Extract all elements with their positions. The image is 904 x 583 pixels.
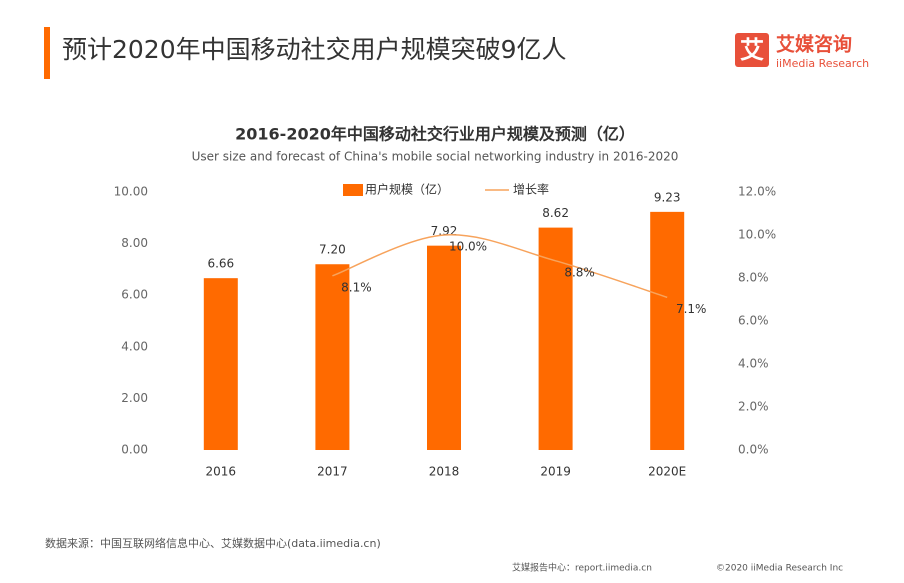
bar: [315, 264, 350, 450]
bar: [427, 245, 461, 450]
logo-name: 艾媒咨询: [776, 33, 852, 56]
bar-value-label: 7.20: [319, 243, 346, 257]
logo-icon: 艾: [740, 36, 764, 64]
logo-box: [735, 33, 769, 67]
line-value-label: 10.0%: [449, 240, 487, 254]
y2-tick-label: 0.0%: [738, 443, 769, 457]
y2-tick-label: 12.0%: [738, 185, 776, 199]
legend-swatch: [343, 184, 363, 196]
y-tick-label: 10.00: [114, 185, 148, 199]
y-tick-label: 0.00: [121, 443, 148, 457]
chart: 0.00 2.00 4.00 6.00 8.00 10.00 0.0% 2.0% 4.0% 6.0…: [114, 182, 776, 479]
line-value-label: 8.8%: [564, 265, 595, 279]
x-tick-label: 2020E: [648, 465, 686, 479]
page-title: 预计2020年中国移动社交用户规模突破9亿人: [62, 35, 567, 64]
line-value-label: 7.1%: [676, 302, 707, 316]
legend-label: 用户规模（亿）: [365, 182, 449, 197]
report-site: 艾媒报告中心：report.iimedia.cn: [512, 562, 652, 574]
x-tick-label: 2018: [429, 465, 460, 479]
bar-value-label: 9.23: [654, 190, 681, 204]
legend-label: 增长率: [513, 182, 549, 197]
y-tick-label: 4.00: [121, 339, 148, 353]
x-tick-label: 2017: [317, 465, 348, 479]
y-tick-label: 2.00: [121, 391, 148, 405]
y2-tick-label: 10.0%: [738, 228, 776, 242]
y2-tick-label: 6.0%: [738, 314, 769, 328]
source: 数据来源：中国互联网络信息中心、艾媒数据中心(data.iimedia.cn): [45, 536, 381, 550]
chart-subtitle: User size and forecast of China's mobile…: [192, 150, 679, 164]
bar: [203, 278, 238, 450]
growth-line: [332, 234, 668, 299]
y2-tick-label: 8.0%: [738, 271, 769, 285]
x-tick-label: 2016: [206, 465, 237, 479]
y-tick-label: 6.00: [121, 288, 148, 302]
logo-sub: iiMedia Research: [776, 57, 869, 70]
y2-tick-label: 2.0%: [738, 400, 769, 414]
y-tick-label: 8.00: [121, 236, 148, 250]
x-tick-label: 2019: [540, 465, 571, 479]
title-accent: [44, 27, 50, 79]
chart-title: 2016-2020年中国移动社交行业用户规模及预测（亿）: [235, 125, 635, 144]
line-value-label: 8.1%: [341, 280, 372, 294]
copyright: ©2020 iiMedia Research Inc: [716, 564, 843, 574]
y2-tick-label: 4.0%: [738, 357, 769, 371]
bar-value-label: 6.66: [207, 257, 234, 271]
bar-value-label: 8.62: [542, 206, 569, 220]
bar: [650, 211, 685, 450]
